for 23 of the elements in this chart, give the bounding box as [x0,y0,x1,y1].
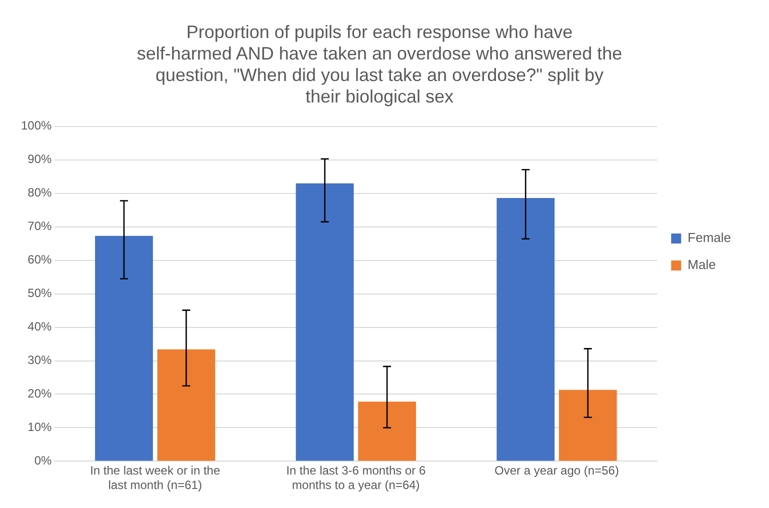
y-tick-label: 100% [20,118,52,133]
x-tick-label: In the last 3-6 months or 6 months to a year (n=64) [286,464,426,492]
legend-label: Female [688,230,732,246]
y-tick-label: 10% [28,420,52,434]
y-tick-label: 20% [28,386,52,401]
y-tick-label: 40% [28,320,52,334]
bar [558,390,617,461]
chart-title: Proportion of pupils for each response who have self-harmed AND have taken an overdose who answered the question, "When did you last take an overdose?" split by their biological sex [136,22,622,107]
bar [157,349,216,461]
x-tick-label: Over a year ago (n=56) [494,464,619,478]
y-tick-label: 80% [28,186,52,200]
bar [358,402,416,461]
y-tick-label: 30% [28,353,52,368]
x-tick-label: In the last week or in the last month (n=61) [90,464,220,492]
y-tick-label: 50% [28,286,52,300]
y-tick-label: 90% [28,152,52,166]
bar [496,198,555,461]
legend-label: Male [688,257,716,272]
bar [95,236,153,461]
bar [296,183,354,461]
y-tick-label: 70% [28,219,52,234]
y-tick-label: 0% [34,454,52,468]
y-tick-label: 60% [28,252,52,267]
